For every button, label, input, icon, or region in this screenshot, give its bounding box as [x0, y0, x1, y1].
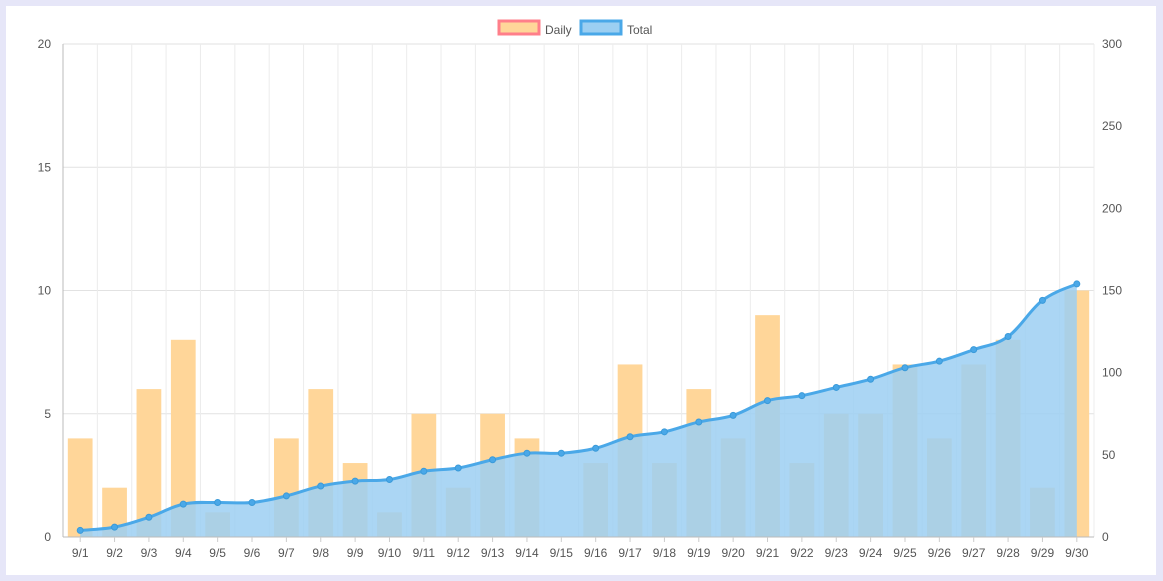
legend-label-total: Total [627, 23, 652, 37]
point-total [179, 500, 187, 508]
legend-swatch-daily [497, 19, 541, 36]
x-tick-label: 9/22 [790, 546, 814, 560]
total-area [76, 280, 1081, 537]
point-total [76, 526, 84, 534]
point-total [282, 492, 290, 500]
area-total [80, 283, 1077, 537]
x-tick-label: 9/13 [481, 546, 505, 560]
point-total [1038, 296, 1046, 304]
point-total [557, 449, 565, 457]
point-total [832, 383, 840, 391]
y-right-tick-label: 0 [1102, 530, 1109, 544]
point-total [420, 467, 428, 475]
point-total [248, 498, 256, 506]
x-tick-label: 9/5 [209, 546, 226, 560]
point-total [867, 375, 875, 383]
point-total [145, 513, 153, 521]
point-total [523, 449, 531, 457]
point-total [729, 411, 737, 419]
x-tick-label: 9/10 [378, 546, 402, 560]
x-tick-label: 9/29 [1031, 546, 1055, 560]
point-total [901, 364, 909, 372]
y-left-tick-label: 15 [38, 160, 52, 174]
point-total [592, 444, 600, 452]
point-total [970, 346, 978, 354]
x-tick-label: 9/28 [996, 546, 1020, 560]
legend-swatch-total [579, 19, 623, 36]
y-right-tick-label: 50 [1102, 448, 1116, 462]
x-tick-label: 9/27 [962, 546, 986, 560]
x-tick-label: 9/25 [893, 546, 917, 560]
point-total [489, 456, 497, 464]
y-left-tick-label: 20 [38, 37, 52, 51]
legend-item-total[interactable]: Total [579, 19, 652, 37]
point-total [1073, 280, 1081, 288]
x-tick-label: 9/12 [447, 546, 471, 560]
x-tick-label: 9/1 [72, 546, 89, 560]
bar-daily [136, 389, 162, 537]
chart-panel: 0 5 10 15 20 0 50 100 150 200 250 300 9/1 9/2 9/3 9/4 9/… [6, 6, 1156, 575]
x-tick-label: 9/16 [584, 546, 608, 560]
point-total [317, 482, 325, 490]
x-tick-label: 9/8 [312, 546, 329, 560]
x-tick-label: 9/17 [618, 546, 642, 560]
point-total [660, 428, 668, 436]
x-tick-label: 9/20 [721, 546, 745, 560]
x-tick-label: 9/3 [141, 546, 158, 560]
point-total [764, 397, 772, 405]
legend: Daily Total [497, 19, 652, 37]
point-total [351, 477, 359, 485]
y-right-tick-label: 150 [1102, 284, 1122, 298]
point-total [935, 357, 943, 365]
y-right-tick-label: 100 [1102, 366, 1122, 380]
y-left-tick-label: 10 [38, 284, 52, 298]
point-total [1004, 333, 1012, 341]
x-tick-label: 9/18 [653, 546, 677, 560]
x-tick-label: 9/26 [928, 546, 952, 560]
x-tick-label: 9/24 [859, 546, 883, 560]
point-total [111, 523, 119, 531]
x-tick-label: 9/30 [1065, 546, 1089, 560]
x-tick-label: 9/21 [756, 546, 780, 560]
legend-item-daily[interactable]: Daily [497, 19, 572, 37]
x-tick-label: 9/6 [244, 546, 261, 560]
point-total [454, 464, 462, 472]
x-tick-label: 9/14 [515, 546, 539, 560]
point-total [695, 418, 703, 426]
x-tick-label: 9/19 [687, 546, 711, 560]
y-right-tick-label: 200 [1102, 201, 1122, 215]
point-total [385, 475, 393, 483]
x-tick-label: 9/2 [106, 546, 123, 560]
point-total [214, 498, 222, 506]
y-left-tick-label: 0 [44, 530, 51, 544]
x-tick-label: 9/7 [278, 546, 295, 560]
y-right-tick-label: 300 [1102, 37, 1122, 51]
point-total [798, 392, 806, 400]
y-left-tick-label: 5 [44, 407, 51, 421]
x-tick-label: 9/11 [413, 546, 436, 560]
y-right-tick-label: 250 [1102, 119, 1122, 133]
bar-daily [67, 438, 93, 537]
x-tick-label: 9/4 [175, 546, 192, 560]
x-tick-label: 9/15 [550, 546, 574, 560]
x-tick-label: 9/23 [825, 546, 849, 560]
point-total [626, 433, 634, 441]
legend-label-daily: Daily [545, 23, 572, 37]
x-tick-label: 9/9 [347, 546, 364, 560]
